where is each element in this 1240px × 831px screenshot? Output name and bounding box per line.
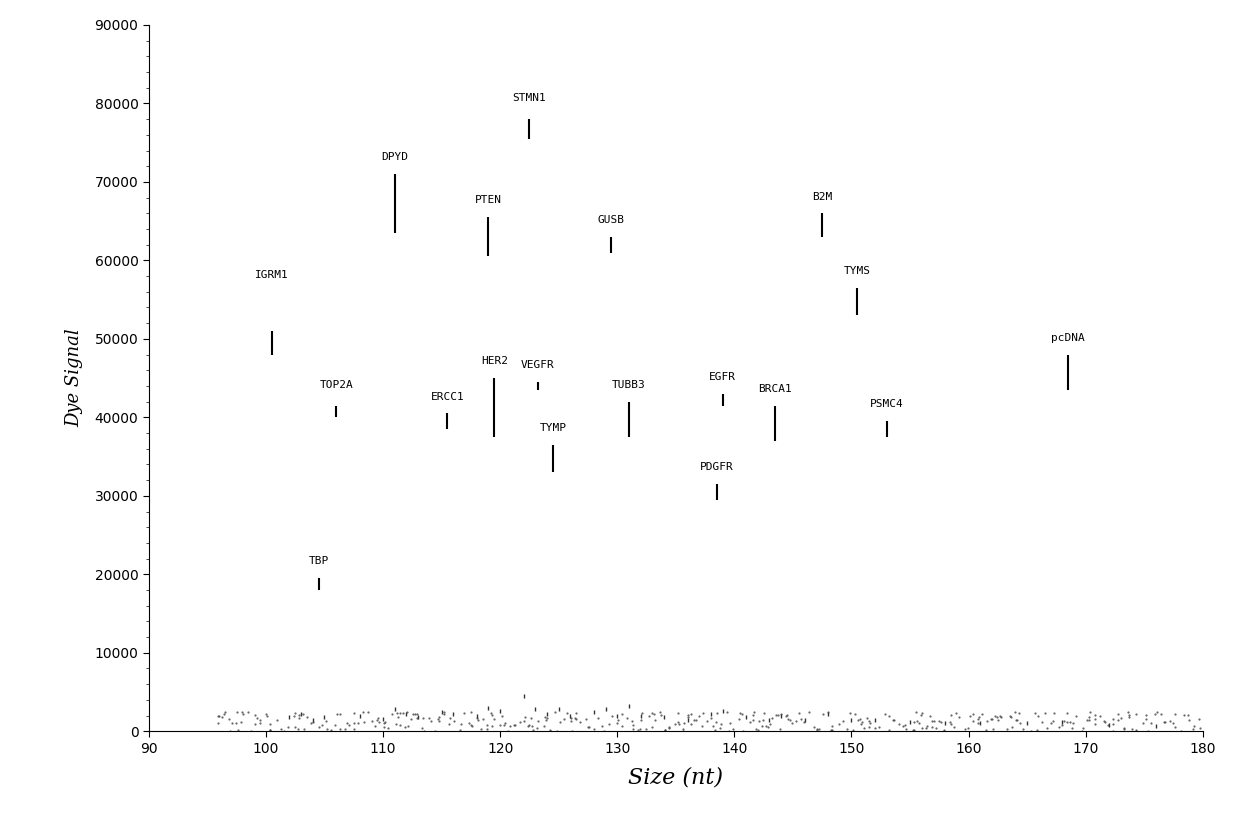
Text: TYMS: TYMS [844, 266, 870, 276]
Text: IGRM1: IGRM1 [255, 270, 289, 280]
X-axis label: Size (nt): Size (nt) [629, 767, 723, 789]
Y-axis label: Dye Signal: Dye Signal [66, 329, 83, 427]
Text: pcDNA: pcDNA [1052, 332, 1085, 342]
Text: DPYD: DPYD [381, 152, 408, 162]
Text: TBP: TBP [309, 557, 329, 567]
Text: PTEN: PTEN [475, 195, 502, 205]
Text: PDGFR: PDGFR [699, 462, 734, 472]
Text: TYMP: TYMP [539, 423, 567, 433]
Text: TOP2A: TOP2A [320, 380, 353, 390]
Text: GUSB: GUSB [598, 215, 625, 225]
Text: BRCA1: BRCA1 [759, 384, 792, 394]
Text: ERCC1: ERCC1 [430, 391, 464, 401]
Text: VEGFR: VEGFR [521, 361, 554, 371]
Text: TUBB3: TUBB3 [613, 380, 646, 390]
Text: STMN1: STMN1 [512, 93, 547, 103]
Text: B2M: B2M [812, 191, 832, 202]
Text: EGFR: EGFR [709, 372, 737, 382]
Text: PSMC4: PSMC4 [869, 400, 904, 410]
Text: HER2: HER2 [481, 356, 507, 366]
